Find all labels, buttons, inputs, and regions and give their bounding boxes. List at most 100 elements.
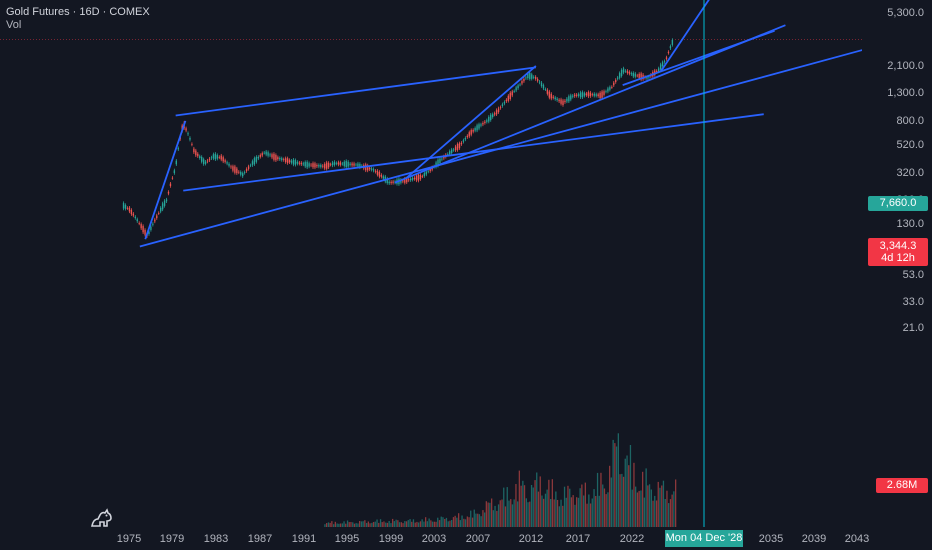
tradingview-logo-icon[interactable] (90, 506, 114, 528)
time-axis[interactable]: Mon 04 Dec '28 1975 1979 1983 1987 1991 1995 1… (0, 527, 869, 550)
volume-bar (471, 517, 474, 527)
price-candle (325, 162, 328, 169)
price-candle (493, 113, 496, 115)
price-candle (421, 176, 424, 178)
price-candle (515, 87, 517, 91)
price-candle (304, 162, 306, 167)
volume-bar (584, 482, 586, 527)
bar-countdown: 4d 12h (881, 252, 915, 264)
price-candle (587, 92, 590, 97)
volume-bar (591, 498, 593, 527)
volume-bar (556, 500, 559, 527)
volume-bar (369, 523, 371, 527)
volume-bar (416, 521, 418, 527)
price-tick-label: 130.0 (896, 218, 924, 231)
price-axis[interactable]: 340,000.0220,000.0120,000.090,000.058,00… (862, 0, 932, 550)
volume-bar (487, 502, 489, 527)
price-tick-label: 33.0 (902, 296, 924, 309)
price-candle (312, 163, 314, 168)
volume-bar (664, 499, 666, 527)
price-candle (447, 153, 449, 155)
volume-bar (395, 519, 397, 527)
volume-bar (534, 480, 536, 527)
volume-bar (560, 499, 562, 527)
price-candle (372, 169, 375, 171)
volume-bar (675, 479, 677, 527)
volume-bar (593, 489, 595, 527)
price-candle (601, 91, 603, 98)
price-candle (413, 177, 416, 180)
volume-bar (334, 521, 336, 527)
price-candle (671, 39, 674, 45)
price-candle (333, 161, 336, 165)
legend-title[interactable]: Gold Futures · 16D · COMEX (6, 6, 150, 18)
volume-bar (392, 518, 394, 527)
price-candle (474, 128, 476, 131)
price-candle (488, 116, 490, 122)
price-candle (622, 68, 625, 73)
price-candle (214, 153, 217, 160)
price-candle (376, 170, 379, 175)
volume-bar (360, 521, 363, 527)
volume-bar (536, 472, 538, 527)
price-candle (263, 152, 265, 154)
volume-bar (376, 519, 378, 527)
price-candle (472, 129, 474, 132)
price-candle (206, 160, 209, 162)
price-candle (165, 199, 168, 202)
price-candle (665, 57, 668, 59)
time-tick-label: 1975 (116, 533, 142, 545)
price-candle (620, 69, 623, 76)
price-candle (548, 91, 551, 98)
volume-bar (541, 495, 543, 527)
volume-bar (409, 519, 411, 527)
price-candle (404, 178, 406, 183)
price-candle (505, 99, 508, 102)
price-candle (163, 200, 166, 206)
volume-bar (579, 488, 581, 527)
time-tick-label: 1979 (159, 533, 185, 545)
volume-bar (385, 522, 387, 527)
price-candle (560, 99, 562, 104)
volume-bar (603, 488, 606, 527)
volume-bar (645, 468, 647, 527)
price-candle (599, 92, 601, 99)
price-chart[interactable] (0, 0, 862, 527)
volume-bar (346, 520, 349, 527)
price-candle (409, 178, 412, 181)
price-candle (546, 89, 549, 94)
volume-bar (532, 487, 534, 527)
volume-bar (504, 506, 507, 527)
volume-bar (491, 498, 493, 527)
volume-bar (529, 501, 531, 527)
price-candle (351, 163, 353, 166)
volume-bar (617, 433, 619, 527)
volume-bar (563, 486, 566, 527)
volume-bar (435, 521, 437, 527)
price-candle (624, 70, 627, 72)
price-candle (534, 76, 537, 80)
chart-pane[interactable] (0, 0, 862, 527)
volume-bar (449, 520, 451, 527)
legend-volume-label[interactable]: Vol (6, 19, 22, 31)
price-candle (437, 159, 439, 166)
volume-bar (619, 474, 621, 527)
volume-bar (402, 523, 404, 527)
volume-bar (543, 498, 545, 527)
volume-bar (586, 503, 588, 527)
price-candle (523, 78, 525, 82)
volume-bar (626, 455, 628, 527)
price-candle (273, 153, 275, 160)
volume-bar (345, 523, 347, 527)
volume-bar (400, 522, 402, 527)
volume-bar (589, 503, 592, 527)
time-tick-label: 2007 (465, 533, 491, 545)
price-candle (478, 124, 480, 129)
trendline (144, 120, 187, 240)
price-candle (156, 215, 158, 219)
price-candle (450, 149, 453, 153)
volume-bar (652, 500, 654, 527)
price-candle (357, 163, 359, 167)
price-candle (226, 162, 228, 164)
price-candle (167, 191, 170, 194)
